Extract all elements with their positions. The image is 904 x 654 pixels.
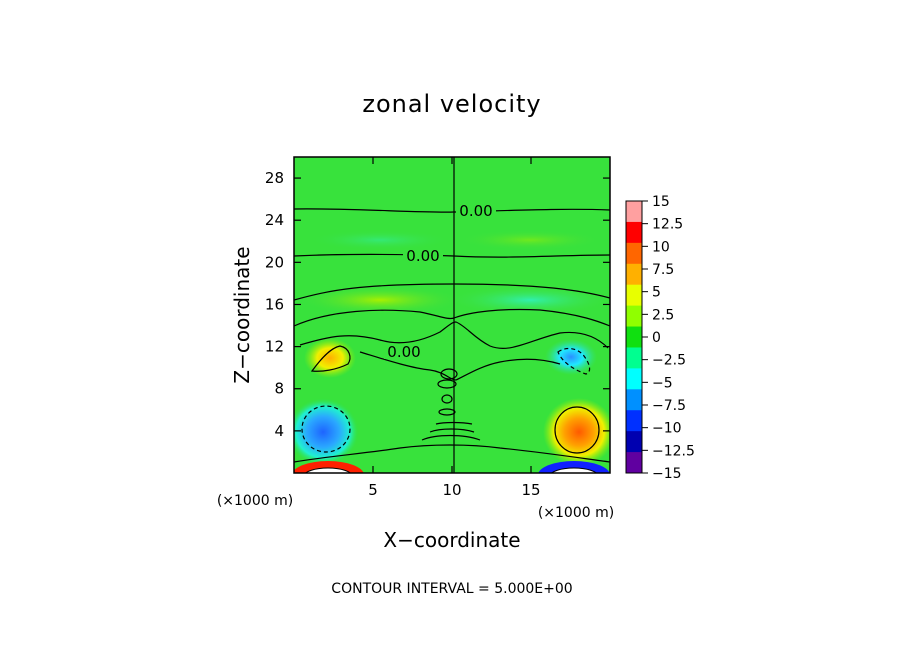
right-mid-vortex [545, 339, 597, 375]
x-tick-label: 10 [442, 481, 461, 499]
right-low-vortex [543, 398, 610, 466]
contour-zero-13 [299, 321, 609, 349]
colorbar-swatch [626, 410, 642, 432]
colorbar-swatch [626, 201, 642, 223]
upper-cyan-band-faint [310, 230, 450, 250]
central-ring-4 [438, 408, 456, 416]
colorbar-swatch [626, 452, 642, 474]
colorbar-swatch [626, 284, 642, 307]
left-mid-vortex-contour [310, 345, 351, 372]
y-tick-label: 28 [265, 169, 284, 187]
colorbar-swatch [626, 389, 642, 411]
contour-zero-mid [359, 351, 561, 381]
contour-zero-24 [294, 208, 610, 213]
contour-interval-footer: CONTOUR INTERVAL = 5.000E+00 [331, 581, 572, 597]
colorbar-label: 10 [652, 239, 670, 255]
contour-labels: 0.00 0.00 0.00 [384, 202, 496, 361]
contour-zero-20 [294, 253, 610, 258]
colorbar-label: −5 [652, 375, 673, 391]
contour-zero-low-c [421, 434, 481, 441]
contour-label-bg-2 [403, 248, 443, 263]
contour-label-bg-1 [456, 203, 496, 218]
colorbar-swatch [626, 242, 642, 265]
upper-cyan-band-right [450, 286, 610, 314]
contour-zero-low-a [435, 421, 473, 425]
contour-label-2: 0.00 [406, 247, 439, 265]
contour-lines [294, 157, 610, 473]
contour-zero-low-b [429, 428, 475, 433]
y-tick-label: 24 [265, 211, 284, 229]
plot-area: 0.00 0.00 0.00 [294, 157, 610, 473]
colorbar-label: −7.5 [652, 398, 686, 414]
colorbar-label: −10 [652, 421, 682, 437]
colorbar-label: 15 [652, 194, 670, 210]
colorbar-label: −15 [652, 466, 682, 482]
bottom-right-core [538, 461, 610, 473]
y-tick-label: 8 [274, 380, 284, 398]
colorbar-label: 0 [652, 330, 661, 346]
colorbar-swatch [626, 368, 642, 390]
central-ring-1 [440, 368, 458, 380]
colorbar-swatch [626, 431, 642, 453]
contour-label-3: 0.00 [387, 343, 420, 361]
colorbar-swatch [626, 221, 642, 244]
y-tick-label: 4 [274, 422, 284, 440]
contour-label-1: 0.00 [459, 202, 492, 220]
colorbar: 15 12.5 10 7.5 5 2.5 0 −2.5 −5 −7.5 −10 −12.5 −15 [625, 194, 695, 482]
central-ring-3 [441, 394, 453, 404]
colorbar-swatch [626, 305, 642, 328]
y-axis: 4 8 12 16 20 24 28 [265, 169, 610, 440]
y-axis-title: Z−coordinate [230, 246, 254, 383]
y-tick-label: 12 [265, 338, 284, 356]
bottom-left-core [294, 461, 364, 473]
y-tick-label: 16 [265, 295, 284, 313]
colorbar-label: −12.5 [652, 443, 695, 459]
left-mid-vortex [304, 338, 356, 378]
x-tick-label: 5 [368, 481, 378, 499]
x-axis: 5 10 15 [368, 157, 541, 499]
colorbar-swatch [626, 326, 642, 348]
contour-label-bg-3 [384, 344, 424, 359]
x-tick-label: 15 [521, 481, 540, 499]
colorbar-label: 12.5 [652, 217, 683, 233]
upper-yellow-band-faint [460, 230, 600, 250]
upper-yellow-band-left [300, 286, 460, 314]
colorbar-label: 2.5 [652, 307, 674, 323]
colorbar-label: 5 [652, 285, 661, 301]
colorbar-label: 7.5 [652, 262, 674, 278]
x-unit-left: (×1000 m) [217, 493, 293, 509]
y-tick-label: 20 [265, 253, 284, 271]
contour-zero-near-surface [294, 444, 610, 463]
left-low-vortex [294, 398, 359, 466]
chart-title: zonal velocity [362, 90, 541, 118]
colorbar-swatch [626, 263, 642, 286]
contour-zero-15 [294, 308, 610, 327]
bottom-left-core-inner [305, 467, 351, 473]
right-low-vortex-contour [554, 406, 600, 454]
colorbar-label: −2.5 [652, 353, 686, 369]
central-ring-2 [437, 379, 457, 389]
x-unit-right: (×1000 m) [538, 505, 614, 521]
contour-zero-17 [294, 283, 610, 301]
x-axis-title: X−coordinate [383, 528, 520, 552]
right-mid-vortex-contour [557, 347, 591, 375]
bottom-right-core-inner [551, 467, 597, 473]
colorbar-swatch [626, 347, 642, 369]
left-low-vortex-contour [301, 405, 351, 453]
